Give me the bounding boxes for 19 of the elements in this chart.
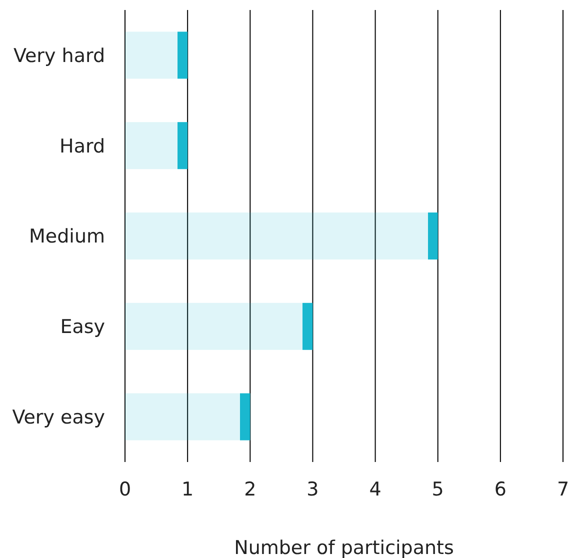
y-tick-label: Very easy bbox=[12, 406, 105, 429]
y-tick-label: Medium bbox=[29, 226, 105, 248]
x-tick-label: 2 bbox=[244, 478, 256, 500]
x-tick-label: 6 bbox=[494, 478, 506, 500]
x-tick-label: 1 bbox=[182, 478, 194, 500]
x-tick-label: 3 bbox=[306, 478, 319, 500]
bar bbox=[125, 302, 313, 350]
x-tick-label: 4 bbox=[369, 478, 382, 500]
bar bbox=[125, 122, 188, 170]
y-tick-label: Easy bbox=[60, 316, 105, 338]
bar bbox=[125, 212, 438, 260]
bar bbox=[125, 393, 250, 440]
bar bbox=[125, 32, 188, 79]
x-tick-label: 0 bbox=[118, 478, 132, 500]
y-tick-label: Very hard bbox=[13, 44, 105, 67]
y-tick-label: Hard bbox=[60, 135, 105, 158]
x-tick-label: 5 bbox=[432, 478, 444, 500]
x-axis-title: Number of participants bbox=[234, 537, 454, 558]
x-tick-label: 7 bbox=[556, 478, 570, 500]
